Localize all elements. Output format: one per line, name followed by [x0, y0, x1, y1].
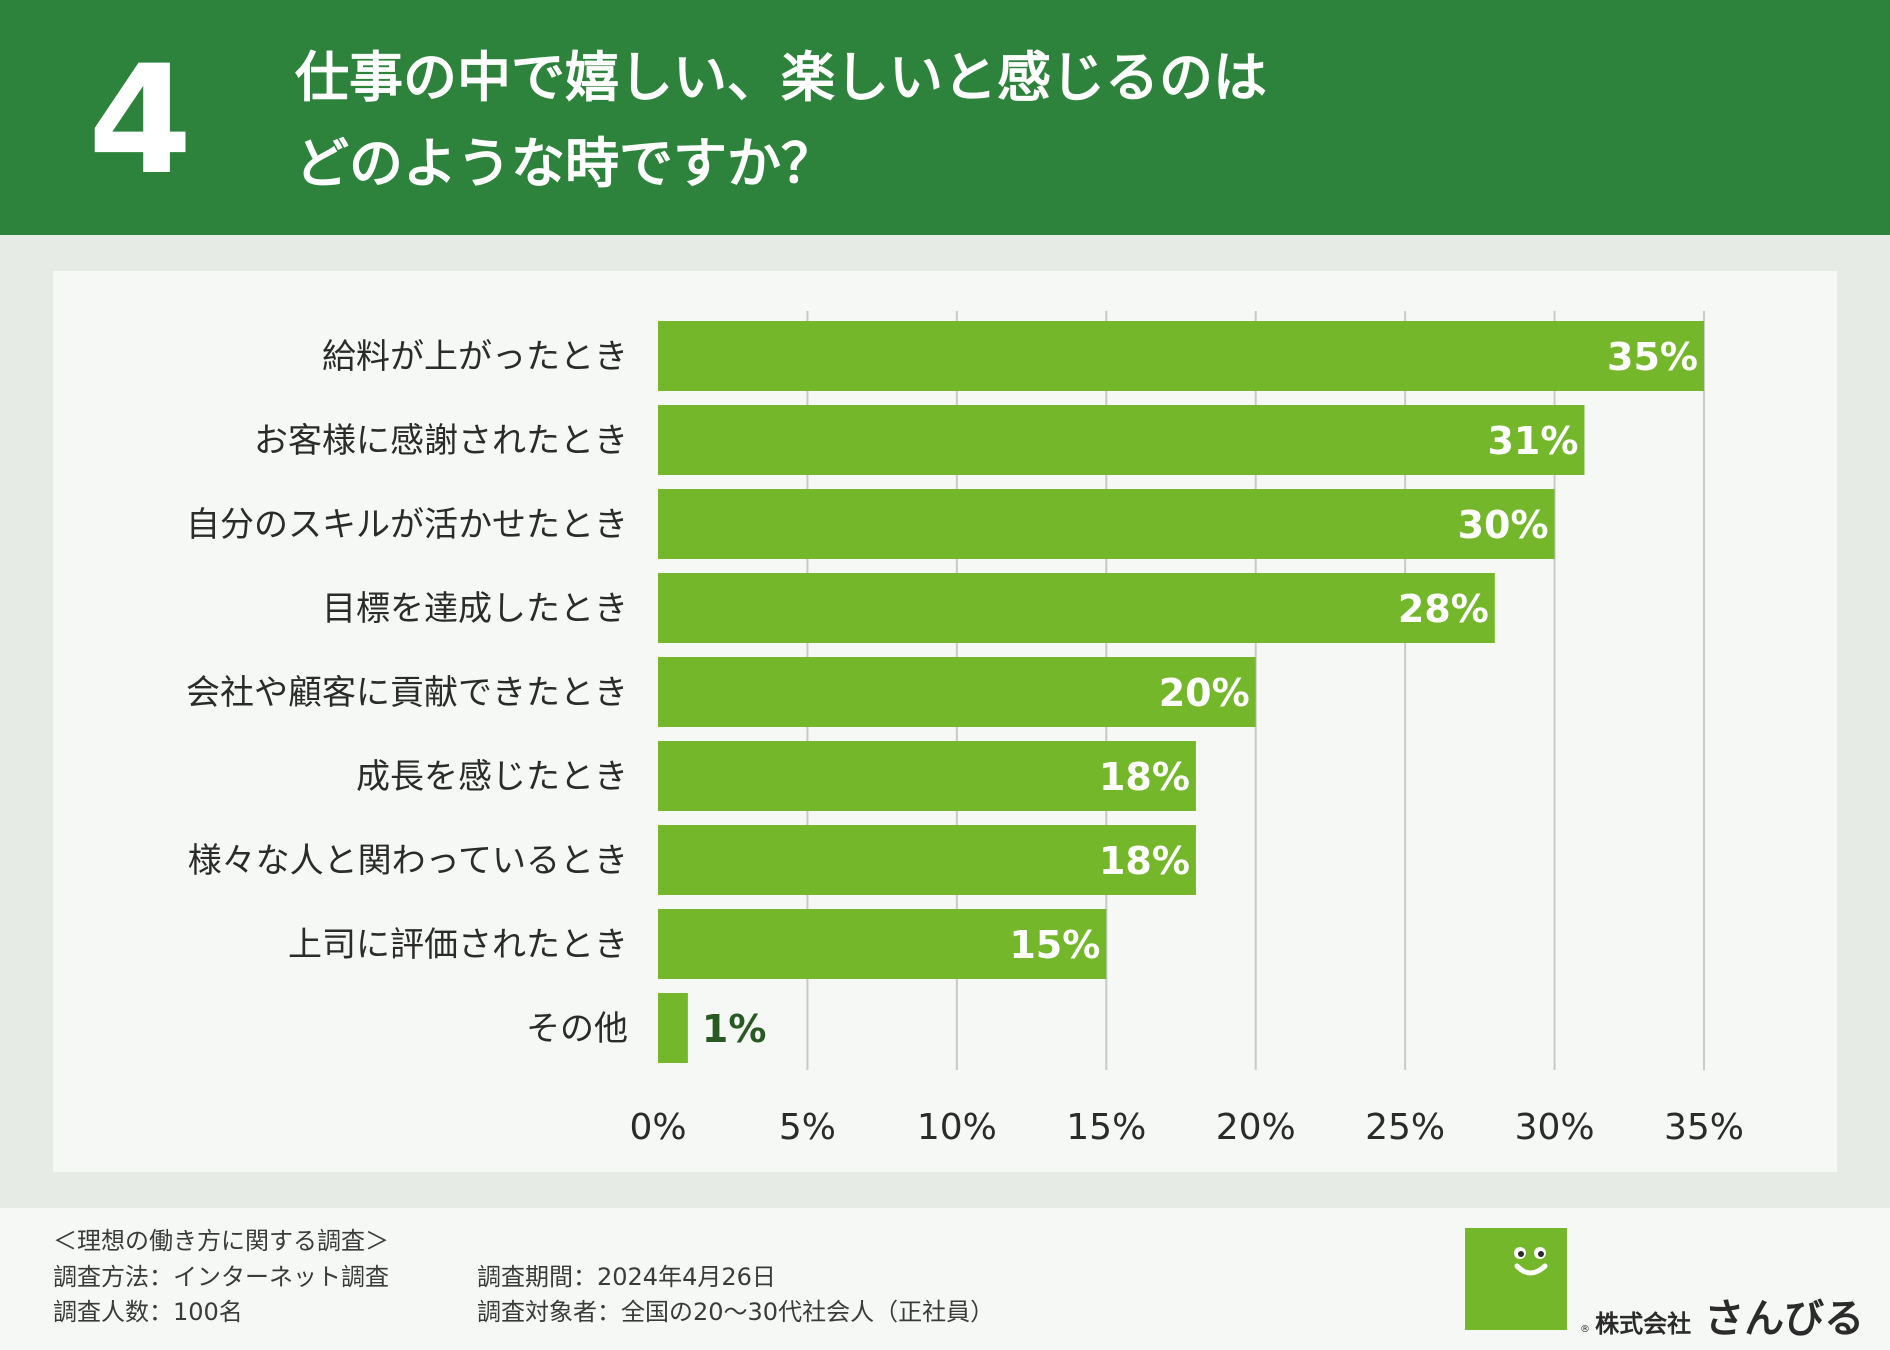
category-label: 会社や顧客に貢献できたとき: [186, 673, 628, 713]
question-title-line1: 仕事の中で嬉しい、楽しいと感じるのは: [295, 46, 1267, 109]
data-label: 30%: [1458, 503, 1549, 547]
x-tick-label: 5%: [779, 1107, 836, 1148]
data-label: 18%: [1099, 839, 1190, 883]
x-tick-label: 0%: [629, 1107, 686, 1148]
bar: [658, 825, 1196, 895]
data-label: 20%: [1159, 671, 1250, 715]
data-label: 15%: [1009, 923, 1100, 967]
survey-count: 調査人数：100名: [53, 1298, 243, 1326]
bar: [658, 573, 1495, 643]
data-label: 35%: [1607, 335, 1698, 379]
question-number: 4: [88, 34, 193, 208]
data-label: 31%: [1487, 419, 1578, 463]
data-label: 1%: [702, 1007, 767, 1051]
bar: [658, 405, 1585, 475]
company-logo: [1465, 1228, 1567, 1330]
x-tick-label: 25%: [1365, 1107, 1445, 1148]
header-banner: 4 仕事の中で嬉しい、楽しいと感じるのは どのような時ですか？: [0, 0, 1890, 235]
company-name: ® 株式会社 さんびる: [1580, 1286, 1864, 1344]
x-tick-label: 10%: [917, 1107, 997, 1148]
x-tick-label: 15%: [1066, 1107, 1146, 1148]
survey-period: 調査期間：2024年4月26日: [477, 1263, 776, 1291]
survey-name: ＜理想の働き方に関する調査＞: [53, 1227, 389, 1255]
logo-reg-mark: ®: [1580, 1324, 1590, 1335]
x-tick-label: 20%: [1216, 1107, 1296, 1148]
company-brand-label: さんびる: [1704, 1296, 1865, 1342]
bar-chart: 給料が上がったとき 35% お客様に感謝されたとき 31% 自分のスキルが活かせたとき 3…: [186, 311, 1744, 1148]
company-corp-label: 株式会社: [1595, 1310, 1692, 1338]
logo-face-icon: [1514, 1247, 1548, 1276]
footer: ＜理想の働き方に関する調査＞ 調査方法：インターネット調査 調査人数：100名 …: [0, 1208, 1890, 1350]
survey-target: 調査対象者：全国の20〜30代社会人（正社員）: [477, 1298, 995, 1326]
bar: [658, 489, 1555, 559]
bar: [658, 909, 1107, 979]
category-label: その他: [526, 1009, 628, 1049]
category-label: 成長を感じたとき: [356, 757, 628, 797]
question-title: 仕事の中で嬉しい、楽しいと感じるのは どのような時ですか？: [295, 35, 1795, 207]
bar: [658, 657, 1256, 727]
category-label: お客様に感謝されたとき: [254, 421, 628, 461]
bar: [658, 321, 1704, 391]
x-tick-label: 30%: [1515, 1107, 1595, 1148]
bar: [658, 741, 1196, 811]
category-label: 自分のスキルが活かせたとき: [186, 505, 628, 545]
category-label: 上司に評価されたとき: [288, 925, 628, 965]
question-title-line2: どのような時ですか？: [295, 132, 835, 195]
bar: [658, 993, 688, 1063]
category-label: 給料が上がったとき: [322, 337, 628, 377]
x-tick-label: 35%: [1664, 1107, 1744, 1148]
category-label: 様々な人と関わっているとき: [188, 841, 628, 881]
data-label: 18%: [1099, 755, 1190, 799]
category-label: 目標を達成したとき: [322, 589, 628, 629]
chart-panel: 給料が上がったとき 35% お客様に感謝されたとき 31% 自分のスキルが活かせたとき 3…: [53, 271, 1837, 1172]
data-label: 28%: [1398, 587, 1489, 631]
survey-method: 調査方法：インターネット調査: [53, 1263, 389, 1291]
